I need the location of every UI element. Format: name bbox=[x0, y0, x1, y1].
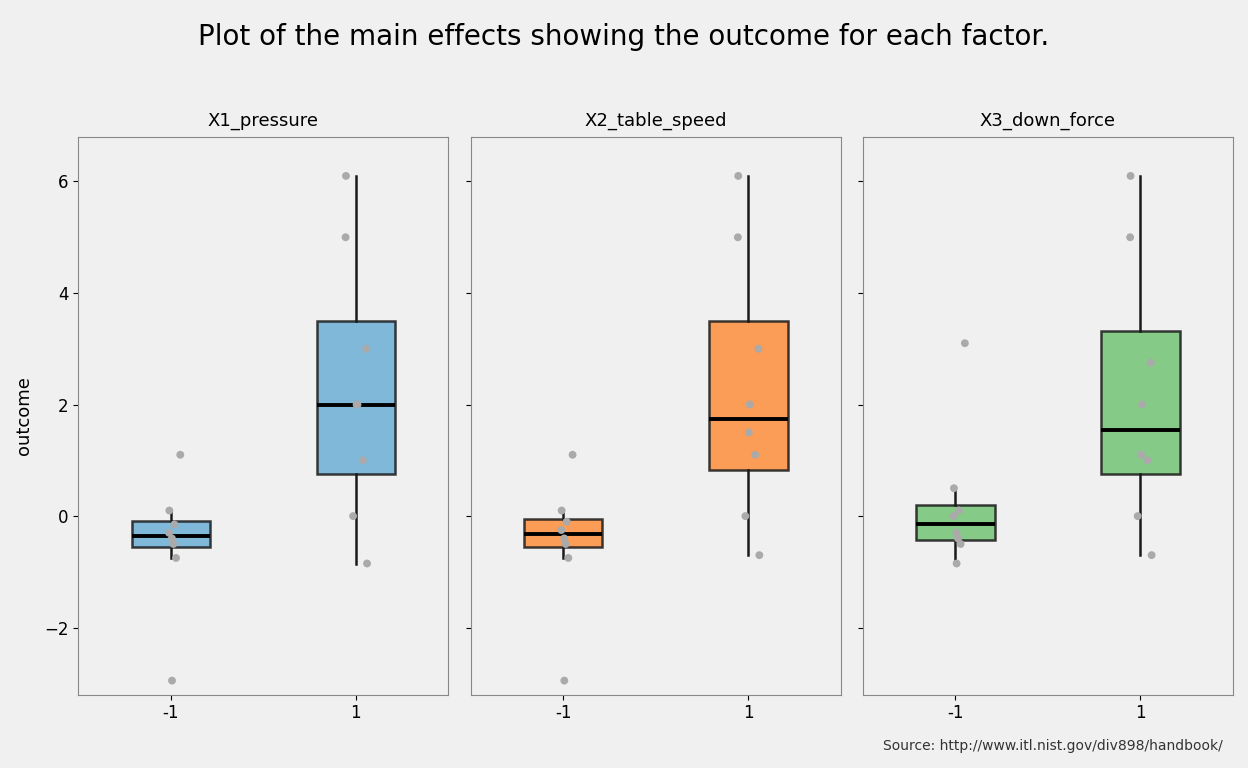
PathPatch shape bbox=[709, 321, 787, 470]
Point bbox=[356, 343, 376, 355]
Point bbox=[745, 449, 765, 461]
Text: Source: http://www.itl.nist.gov/div898/handbook/: Source: http://www.itl.nist.gov/div898/h… bbox=[884, 739, 1223, 753]
Point bbox=[749, 343, 769, 355]
Point bbox=[1132, 399, 1152, 411]
Point bbox=[558, 551, 578, 564]
Title: X3_down_force: X3_down_force bbox=[980, 112, 1116, 130]
Point bbox=[948, 505, 968, 517]
Title: X1_pressure: X1_pressure bbox=[208, 112, 319, 130]
PathPatch shape bbox=[916, 505, 995, 540]
Point bbox=[162, 674, 182, 687]
Point bbox=[1131, 449, 1151, 461]
Point bbox=[343, 510, 363, 522]
PathPatch shape bbox=[131, 521, 210, 548]
Point bbox=[347, 399, 367, 411]
Point bbox=[162, 532, 182, 545]
Point bbox=[947, 558, 967, 570]
Point bbox=[728, 231, 748, 243]
Title: X2_table_speed: X2_table_speed bbox=[584, 112, 726, 130]
Point bbox=[1128, 510, 1148, 522]
Y-axis label: outcome: outcome bbox=[15, 376, 32, 455]
Point bbox=[347, 399, 367, 411]
Point bbox=[552, 524, 572, 536]
PathPatch shape bbox=[1101, 331, 1179, 475]
Point bbox=[163, 538, 183, 550]
Point bbox=[1121, 231, 1141, 243]
Point bbox=[1142, 549, 1162, 561]
Point bbox=[943, 482, 963, 495]
Point bbox=[552, 505, 572, 517]
Point bbox=[158, 527, 178, 539]
Point bbox=[336, 170, 356, 182]
Point bbox=[1121, 170, 1141, 182]
Point bbox=[336, 231, 356, 243]
Point bbox=[735, 510, 755, 522]
PathPatch shape bbox=[524, 519, 603, 548]
Point bbox=[943, 510, 963, 522]
Point bbox=[353, 454, 373, 466]
Point bbox=[739, 426, 759, 439]
Point bbox=[555, 538, 575, 550]
Point bbox=[554, 532, 574, 545]
Point bbox=[951, 538, 971, 550]
Point bbox=[170, 449, 190, 461]
Point bbox=[160, 505, 180, 517]
Point bbox=[557, 515, 577, 528]
Point bbox=[729, 170, 749, 182]
Point bbox=[563, 449, 583, 461]
Point bbox=[166, 551, 186, 564]
Point bbox=[749, 549, 769, 561]
Point bbox=[165, 518, 185, 531]
Point bbox=[955, 337, 975, 349]
Point bbox=[1141, 356, 1161, 369]
PathPatch shape bbox=[317, 321, 396, 475]
Point bbox=[946, 527, 966, 539]
Text: Plot of the main effects showing the outcome for each factor.: Plot of the main effects showing the out… bbox=[198, 23, 1050, 51]
Point bbox=[554, 674, 574, 687]
Point bbox=[948, 532, 968, 545]
Point bbox=[740, 399, 760, 411]
Point bbox=[357, 558, 377, 570]
Point bbox=[1137, 454, 1157, 466]
